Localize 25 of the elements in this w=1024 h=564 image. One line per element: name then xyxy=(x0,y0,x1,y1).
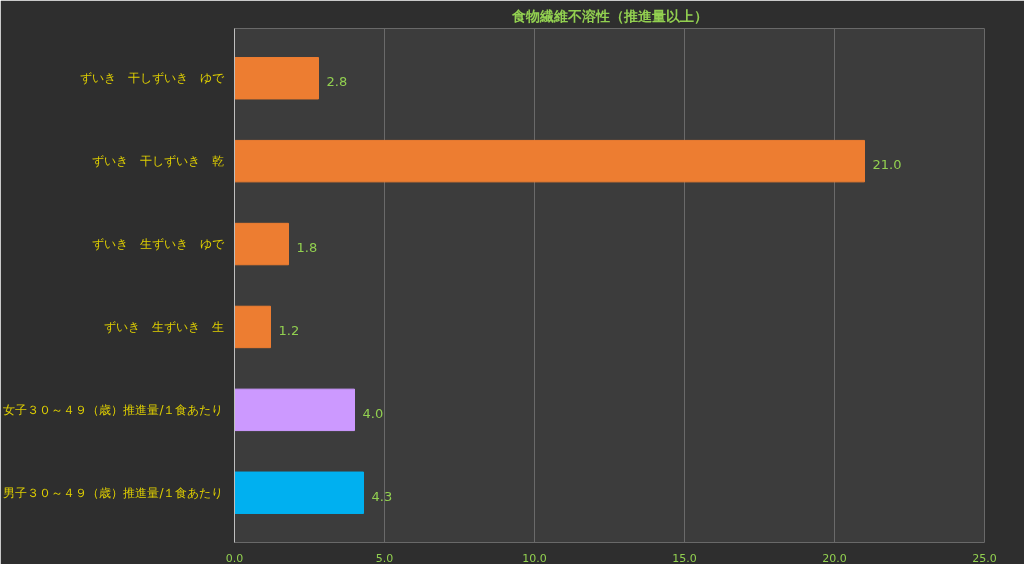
y-tick-label: ずいき 生ずいき 生 xyxy=(103,319,224,334)
x-tick-label: 10.0 xyxy=(522,551,547,564)
x-tick-label: 0.0 xyxy=(225,551,244,564)
bar xyxy=(234,57,319,100)
bar xyxy=(234,222,289,266)
x-tick-label: 15.0 xyxy=(672,551,697,564)
data-label: 21.0 xyxy=(872,157,902,173)
bar xyxy=(234,471,364,514)
y-tick-label: ずいき 干しずいき 乾 xyxy=(91,154,224,169)
bar xyxy=(234,305,271,349)
data-label: 4.3 xyxy=(371,488,393,504)
data-label: 4.0 xyxy=(362,405,384,421)
data-label: 2.8 xyxy=(326,74,348,90)
x-tick-label: 20.0 xyxy=(822,551,847,564)
y-tick-label: 男子３０～４９（歳）推進量/１食あたり xyxy=(3,485,224,500)
y-tick-label: ずいき 干しずいき ゆで xyxy=(79,71,225,86)
y-tick-label: 女子３０～４９（歳）推進量/１食あたり xyxy=(3,402,224,417)
chart-title: 食物繊維不溶性（推進量以上） xyxy=(510,7,708,24)
x-tick-label: 25.0 xyxy=(972,551,997,564)
y-tick-label: ずいき 生ずいき ゆで xyxy=(91,237,225,252)
x-tick-label: 5.0 xyxy=(375,551,394,564)
data-label: 1.8 xyxy=(296,240,318,256)
bar xyxy=(234,388,355,432)
data-label: 1.2 xyxy=(278,322,300,338)
bar xyxy=(234,139,865,183)
